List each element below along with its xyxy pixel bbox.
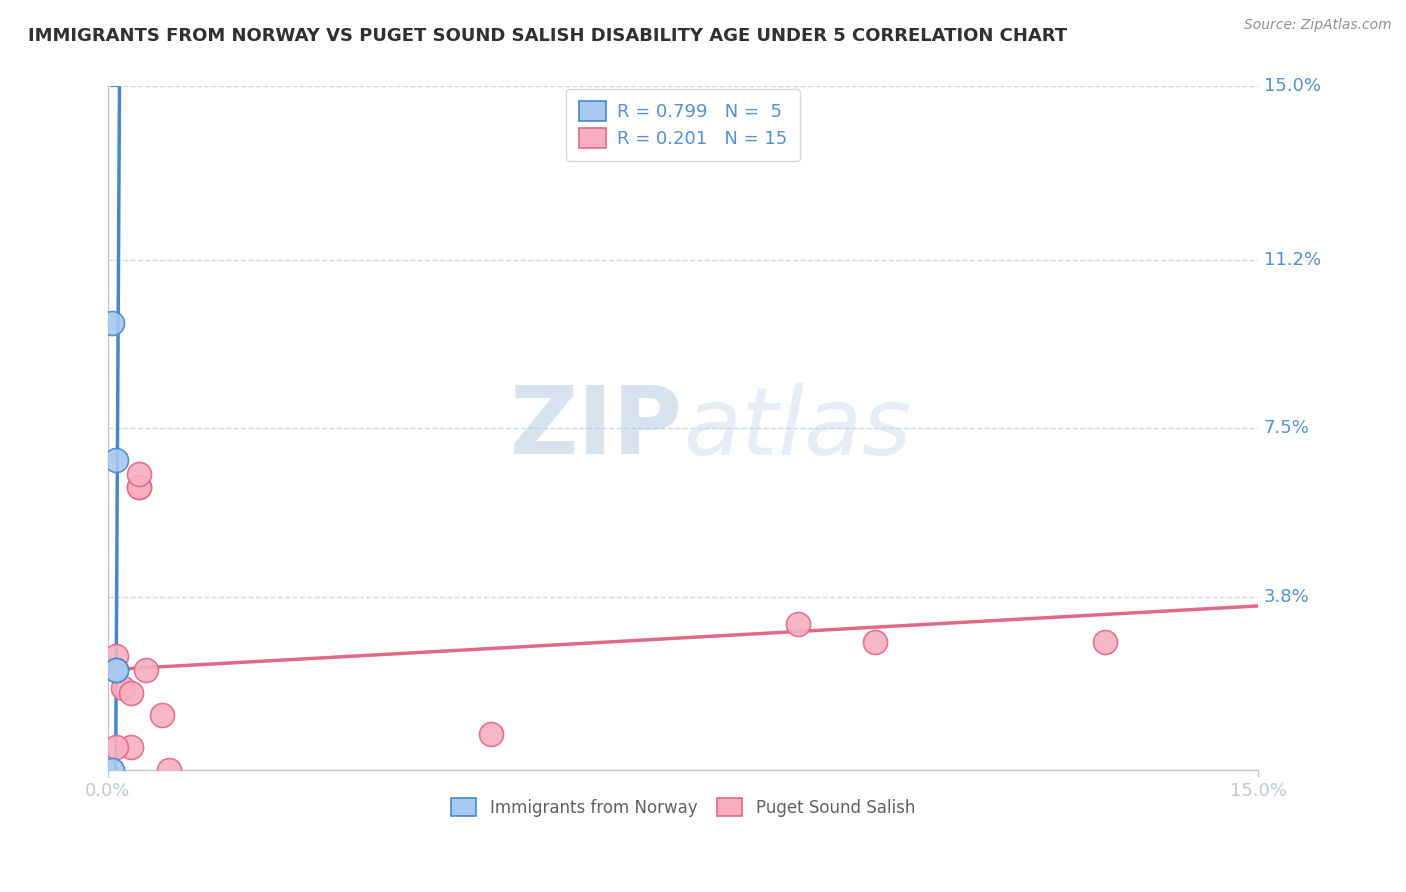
Point (157, 763, 180, 777)
Point (104, 649, 127, 664)
Point (479, 726, 502, 740)
Text: 11.2%: 11.2% (1264, 251, 1322, 268)
Text: atlas: atlas (683, 383, 911, 474)
Point (101, 317, 124, 331)
Point (128, 480, 150, 494)
Point (104, 740, 127, 755)
Point (112, 681, 135, 695)
Point (104, 663, 127, 677)
Point (120, 740, 142, 755)
Point (120, 685, 142, 699)
Point (104, 453, 127, 467)
Text: 3.8%: 3.8% (1264, 588, 1309, 606)
Text: 7.5%: 7.5% (1264, 419, 1310, 437)
Point (863, 635, 886, 649)
Point (101, 763, 124, 777)
Point (150, 708, 173, 723)
Point (787, 617, 810, 632)
Text: IMMIGRANTS FROM NORWAY VS PUGET SOUND SALISH DISABILITY AGE UNDER 5 CORRELATION : IMMIGRANTS FROM NORWAY VS PUGET SOUND SA… (28, 27, 1067, 45)
Point (135, 663, 157, 677)
Point (104, 663, 127, 677)
Point (128, 467, 150, 481)
Point (128, 480, 150, 494)
Text: ZIP: ZIP (510, 382, 683, 475)
Text: Source: ZipAtlas.com: Source: ZipAtlas.com (1244, 18, 1392, 32)
Text: 15.0%: 15.0% (1264, 78, 1320, 95)
Legend: Immigrants from Norway, Puget Sound Salish: Immigrants from Norway, Puget Sound Sali… (444, 791, 921, 823)
Point (1094, 635, 1116, 649)
